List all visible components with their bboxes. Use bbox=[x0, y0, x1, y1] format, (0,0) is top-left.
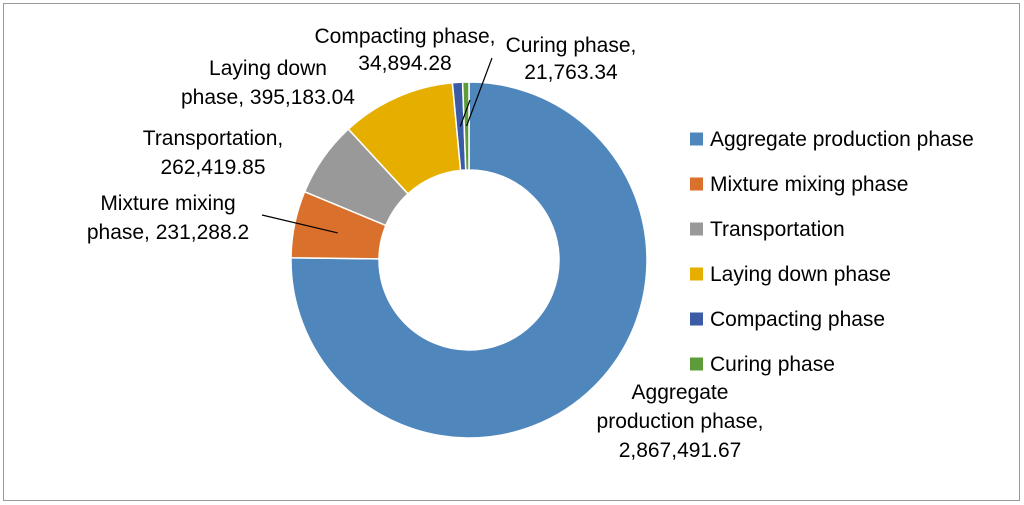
legend-label-curing-phase: Curing phase bbox=[710, 353, 835, 376]
data-label-aggregate-production-phase: Aggregate production phase, 2,867,491.67 bbox=[597, 381, 764, 462]
legend-label-laying-down-phase: Laying down phase bbox=[710, 263, 891, 286]
legend-swatch-transportation bbox=[690, 222, 703, 236]
leader-line-mixture-mixing-phase bbox=[261, 214, 338, 234]
leader-line-compacting-phase bbox=[459, 99, 471, 127]
data-labels-group: Aggregate production phase, 2,867,491.67 Mi… bbox=[87, 25, 764, 462]
data-label-mixture-mixing-phase: Mixture mixing phase, 231,288.2 bbox=[87, 192, 249, 244]
leader-lines-group bbox=[261, 57, 493, 234]
legend-label-compacting-phase: Compacting phase bbox=[710, 308, 885, 331]
data-label-compacting-phase: Compacting phase, 34,894.28 bbox=[315, 25, 496, 75]
legend-label-transportation: Transportation bbox=[710, 218, 845, 241]
legend-label-aggregate-production-phase: Aggregate production phase bbox=[710, 128, 974, 151]
data-label-curing-phase: Curing phase, 21,763.34 bbox=[506, 34, 637, 84]
legend-swatch-curing-phase bbox=[690, 357, 703, 371]
legend: Aggregate production phase Mixture mixing… bbox=[690, 128, 974, 376]
leader-line-curing-phase bbox=[466, 57, 493, 127]
legend-swatch-aggregate-production-phase bbox=[690, 132, 703, 146]
slices-group bbox=[290, 81, 648, 439]
slice-aggregate-production-phase bbox=[290, 81, 648, 439]
data-label-laying-down-phase: Laying down phase, 395,183.04 bbox=[181, 57, 355, 109]
legend-swatch-compacting-phase bbox=[690, 312, 703, 326]
legend-swatch-mixture-mixing-phase bbox=[690, 177, 703, 191]
data-label-transportation: Transportation, 262,419.85 bbox=[143, 127, 283, 179]
slice-curing-phase bbox=[461, 81, 470, 171]
legend-label-mixture-mixing-phase: Mixture mixing phase bbox=[710, 173, 908, 196]
legend-swatch-laying-down-phase bbox=[690, 267, 703, 281]
